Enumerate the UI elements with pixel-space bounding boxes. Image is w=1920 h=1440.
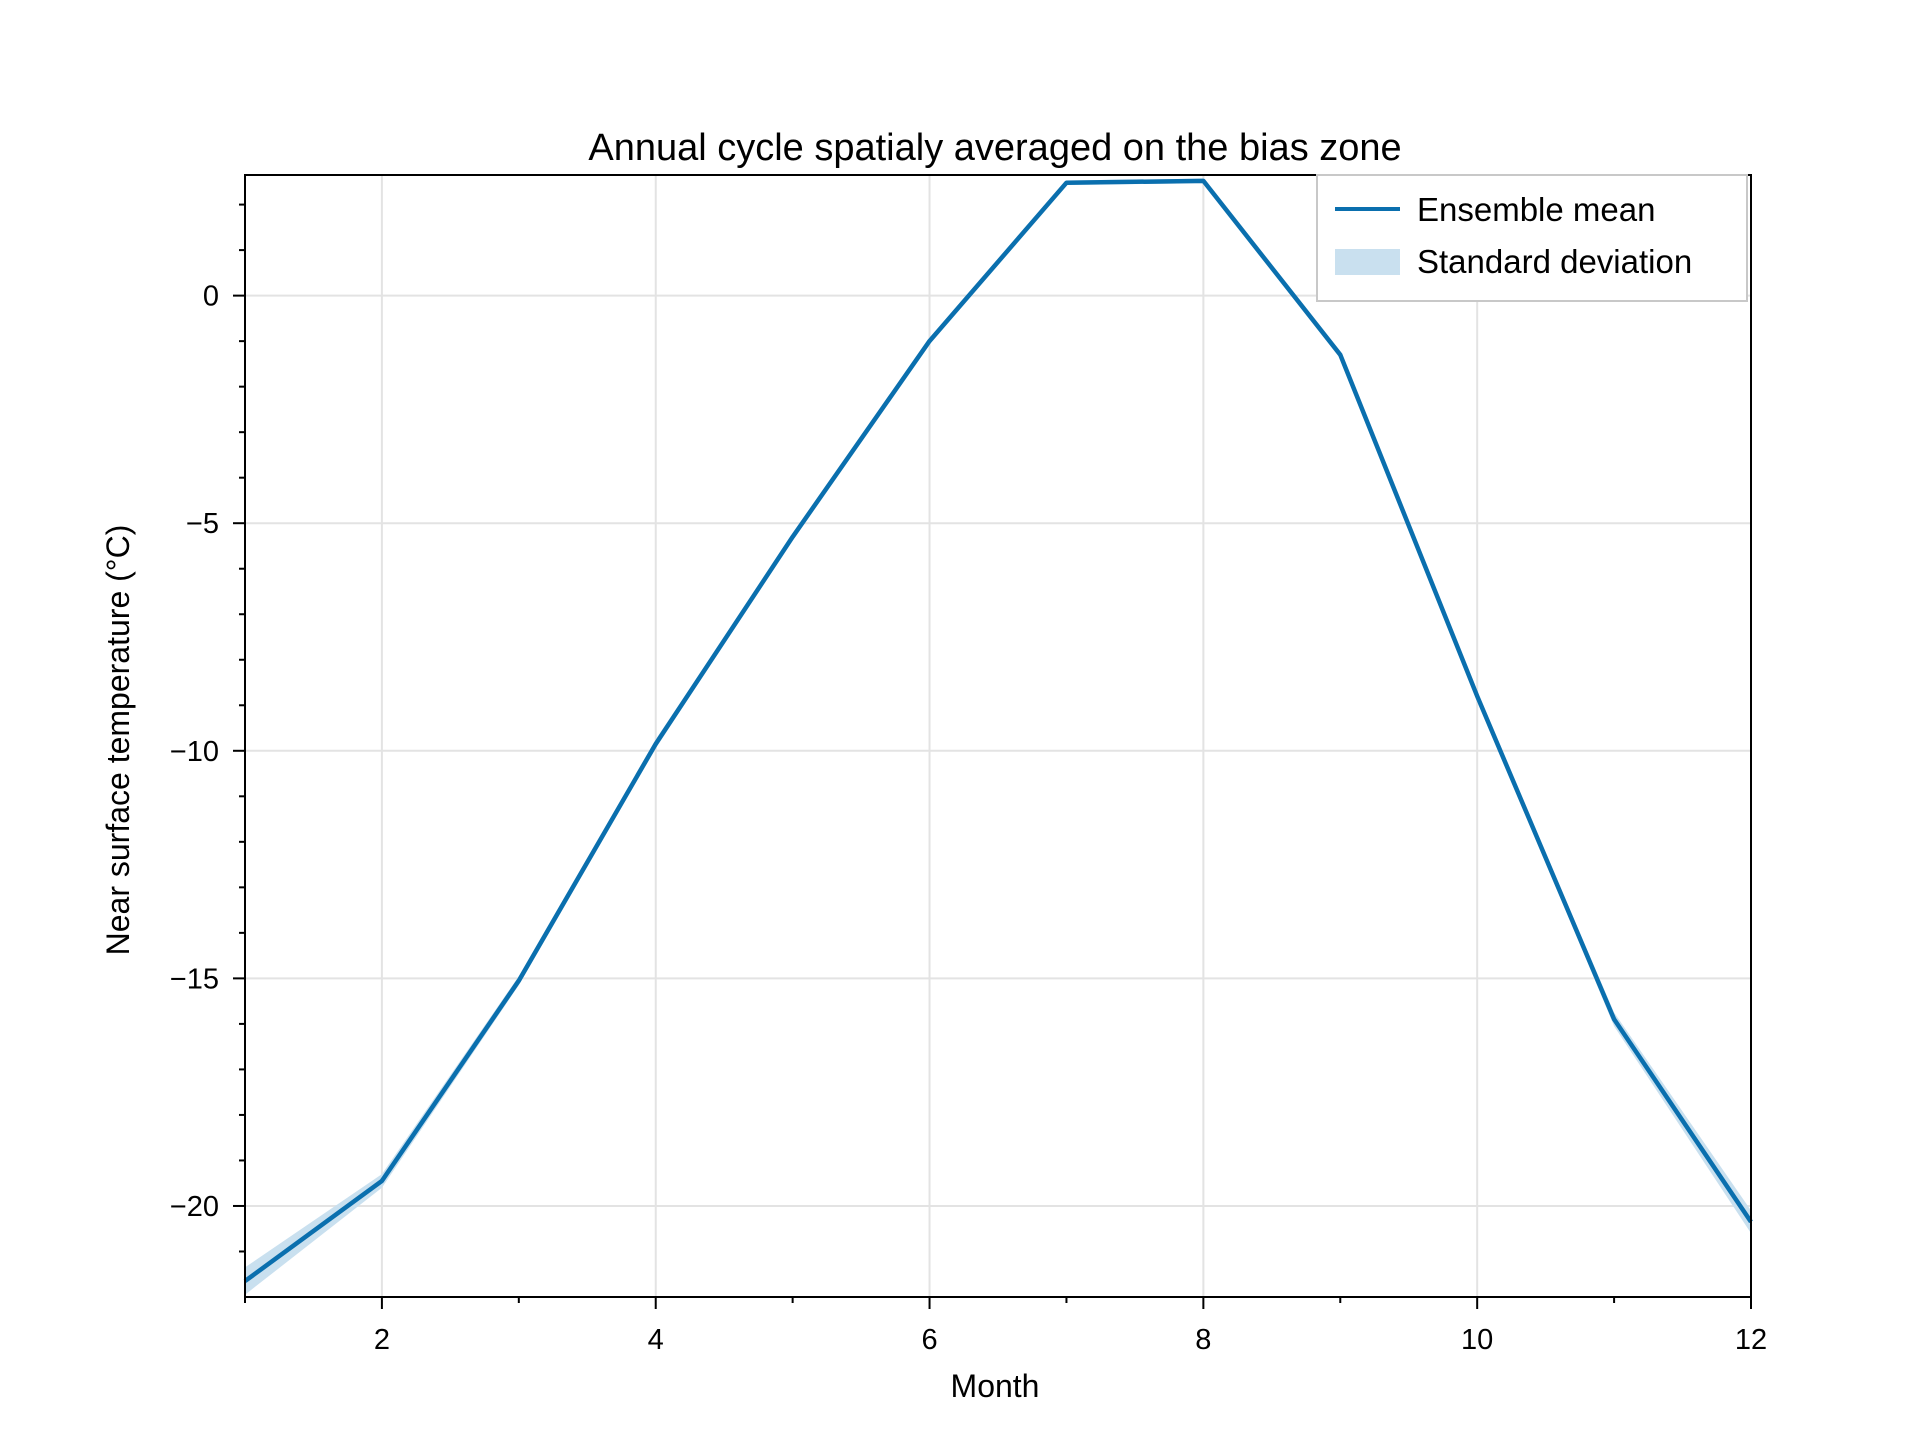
legend-label-mean: Ensemble mean xyxy=(1417,191,1655,228)
y-tick-label: −15 xyxy=(170,963,219,995)
mean-line-layer xyxy=(243,178,1753,1283)
y-tick-label: 0 xyxy=(203,281,219,313)
plot-frame xyxy=(244,174,1752,1298)
axis-ticks: 2 4 6 8 10 12 −20 −15 −10 −5 0 xyxy=(170,203,1767,1356)
y-tick-label: −10 xyxy=(170,736,219,768)
x-tick-label: 8 xyxy=(1195,1324,1211,1356)
y-tick-label: −20 xyxy=(170,1191,219,1223)
x-tick-label: 2 xyxy=(374,1324,390,1356)
x-axis-label: Month xyxy=(951,1368,1040,1404)
y-tick-label: −5 xyxy=(186,508,219,540)
ensemble-mean-line xyxy=(243,178,1753,1283)
legend-band-swatch xyxy=(1335,249,1400,275)
legend-label-std: Standard deviation xyxy=(1417,243,1692,280)
y-axis-label: Near surface temperature (°C) xyxy=(100,525,136,956)
x-tick-label: 10 xyxy=(1461,1324,1493,1356)
chart-title: Annual cycle spatialy averaged on the bi… xyxy=(588,127,1401,169)
legend: Ensemble mean Standard deviation xyxy=(1316,174,1748,302)
std-band-layer xyxy=(245,178,1751,1295)
grid-lines xyxy=(245,175,1752,1297)
x-tick-label: 12 xyxy=(1735,1324,1767,1356)
x-tick-label: 4 xyxy=(648,1324,664,1356)
x-tick-label: 6 xyxy=(921,1324,937,1356)
legend-box xyxy=(1316,174,1748,302)
std-band xyxy=(245,178,1751,1295)
